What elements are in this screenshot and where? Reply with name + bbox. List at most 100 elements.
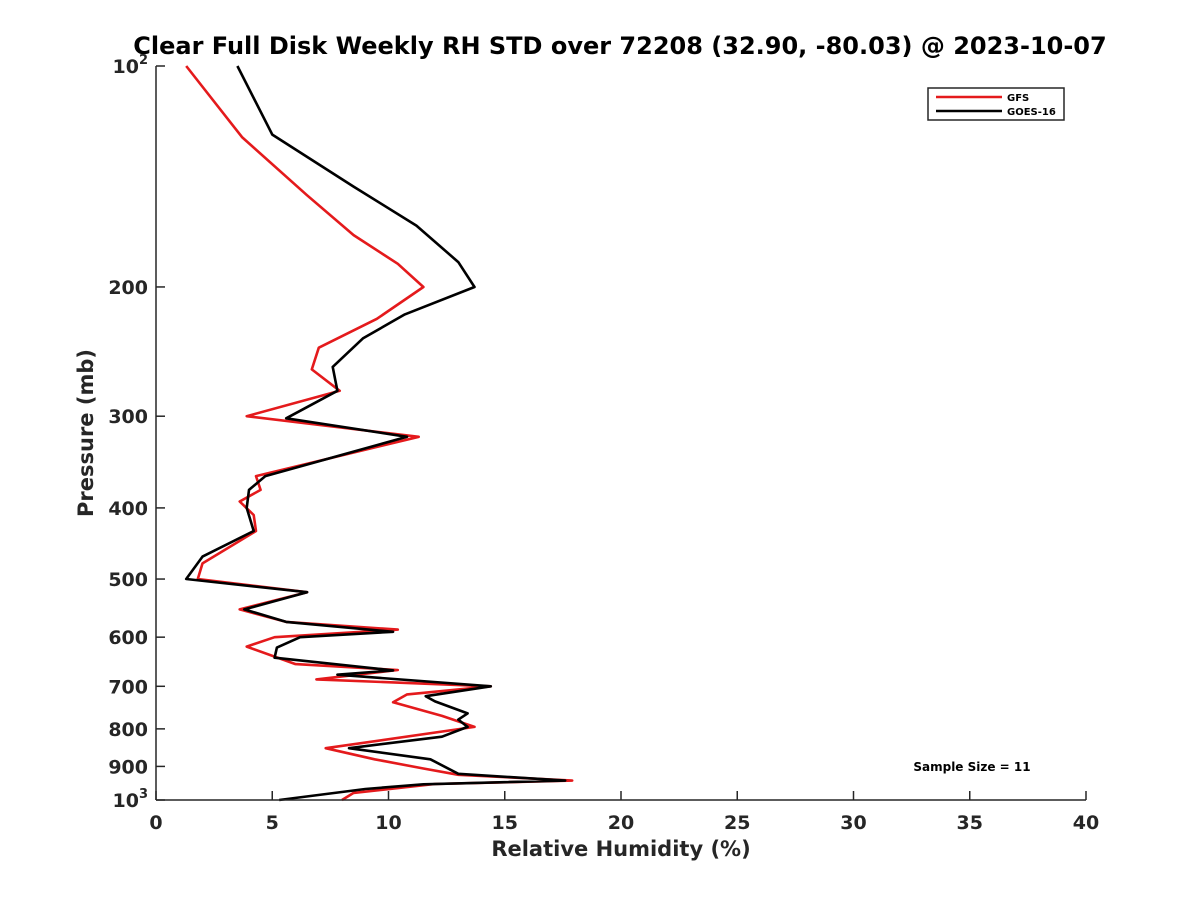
- y-tick-label: 200: [108, 277, 148, 299]
- data-point-gfs-7: [318, 347, 320, 349]
- data-point-goes-16-36: [457, 773, 459, 775]
- data-point-gfs-14: [239, 500, 241, 502]
- data-point-goes-16-19: [243, 608, 245, 610]
- legend-label: GFS: [1007, 93, 1029, 104]
- series-layer: [184, 65, 574, 802]
- data-point-gfs-34: [373, 758, 375, 760]
- x-tick-label: 20: [608, 812, 634, 834]
- data-point-goes-16-22: [299, 636, 301, 638]
- data-point-gfs-20: [239, 608, 241, 610]
- x-tick-label: 10: [375, 812, 401, 834]
- data-point-gfs-23: [273, 636, 275, 638]
- data-point-gfs-2: [306, 194, 308, 196]
- x-ticks: 0 5 10 15 20 25 30 35 40: [149, 791, 1099, 834]
- data-point-goes-16-38: [422, 783, 424, 785]
- data-point-goes-16-11: [406, 436, 408, 438]
- data-point-gfs-13: [259, 489, 261, 491]
- y-tick-label: 600: [108, 627, 148, 649]
- y-tick-label: 102: [113, 53, 149, 78]
- data-point-goes-16-37: [564, 779, 566, 781]
- data-point-goes-16-7: [362, 337, 364, 339]
- data-point-gfs-1: [241, 136, 243, 138]
- data-point-goes-16-35: [429, 758, 431, 760]
- chart-title: Clear Full Disk Weekly RH STD over 72208…: [133, 32, 1106, 60]
- x-tick-label: 0: [149, 812, 162, 834]
- data-point-gfs-30: [392, 701, 394, 703]
- data-point-goes-16-16: [201, 555, 203, 557]
- y-tick-label: 700: [108, 676, 148, 698]
- data-point-goes-16-5: [473, 286, 475, 288]
- y-tick-label: 400: [108, 498, 148, 520]
- data-point-goes-16-34: [348, 747, 350, 749]
- data-point-gfs-15: [253, 514, 255, 516]
- data-point-goes-16-13: [248, 489, 250, 491]
- data-point-goes-16-18: [306, 591, 308, 593]
- data-point-gfs-17: [201, 562, 203, 564]
- data-point-gfs-4: [397, 263, 399, 265]
- data-point-goes-16-23: [276, 646, 278, 648]
- data-point-gfs-27: [315, 678, 317, 680]
- data-point-goes-16-0: [236, 65, 238, 67]
- legend: GFS GOES-16: [927, 87, 1065, 121]
- data-point-goes-16-4: [457, 261, 459, 263]
- data-point-goes-16-10: [285, 417, 287, 419]
- x-tick-label: 30: [840, 812, 866, 834]
- data-point-gfs-24: [246, 645, 248, 647]
- data-point-gfs-22: [397, 628, 399, 630]
- x-tick-label: 40: [1073, 812, 1099, 834]
- sample-size-annotation: Sample Size = 11: [913, 760, 1030, 774]
- data-point-goes-16-26: [336, 674, 338, 676]
- x-tick-label: 5: [266, 812, 279, 834]
- data-point-goes-16-1: [271, 133, 273, 135]
- data-point-goes-16-27: [490, 685, 492, 687]
- data-point-goes-16-14: [246, 507, 248, 509]
- data-point-gfs-16: [255, 530, 257, 532]
- data-point-goes-16-29: [434, 700, 436, 702]
- data-point-goes-16-33: [441, 736, 443, 738]
- data-point-gfs-26: [397, 669, 399, 671]
- data-point-gfs-33: [325, 747, 327, 749]
- x-axis-label: Relative Humidity (%): [491, 837, 750, 861]
- data-point-goes-16-17: [185, 578, 187, 580]
- y-tick-label: 800: [108, 719, 148, 741]
- data-point-gfs-32: [473, 726, 475, 728]
- data-point-goes-16-8: [332, 366, 334, 368]
- data-point-gfs-8: [311, 368, 313, 370]
- data-point-gfs-35: [422, 767, 424, 769]
- data-point-goes-16-20: [285, 621, 287, 623]
- data-point-goes-16-3: [415, 224, 417, 226]
- data-point-gfs-3: [352, 234, 354, 236]
- data-point-goes-16-9: [336, 390, 338, 392]
- legend-box: [927, 87, 1065, 121]
- y-tick-label: 300: [108, 406, 148, 428]
- data-point-gfs-31: [441, 715, 443, 717]
- data-point-gfs-0: [185, 65, 187, 67]
- data-point-goes-16-24: [273, 657, 275, 659]
- legend-label: GOES-16: [1007, 107, 1056, 118]
- x-tick-label: 35: [957, 812, 983, 834]
- data-point-goes-16-32: [466, 726, 468, 728]
- data-point-gfs-11: [418, 436, 420, 438]
- y-tick-label: 900: [108, 756, 148, 778]
- data-point-goes-16-25: [392, 669, 394, 671]
- data-point-gfs-37: [571, 779, 573, 781]
- data-point-goes-16-21: [392, 631, 394, 633]
- data-point-goes-16-12: [264, 475, 266, 477]
- y-axis-label: Pressure (mb): [74, 349, 98, 517]
- series-line-gfs: [185, 65, 574, 802]
- data-point-gfs-10: [246, 415, 248, 417]
- data-point-goes-16-30: [466, 712, 468, 714]
- data-point-gfs-39: [352, 792, 354, 794]
- data-point-goes-16-2: [352, 185, 354, 187]
- data-point-gfs-29: [406, 693, 408, 695]
- data-point-goes-16-39: [364, 788, 366, 790]
- x-tick-label: 15: [492, 812, 518, 834]
- y-ticks: 102 200 300 400 500 600 700 800 900 103: [108, 53, 165, 812]
- data-point-gfs-9: [339, 390, 341, 392]
- series-line-goes-16: [184, 65, 567, 802]
- x-tick-label: 25: [724, 812, 750, 834]
- data-point-gfs-6: [376, 318, 378, 320]
- y-tick-label: 103: [113, 787, 149, 812]
- y-tick-label: 500: [108, 569, 148, 591]
